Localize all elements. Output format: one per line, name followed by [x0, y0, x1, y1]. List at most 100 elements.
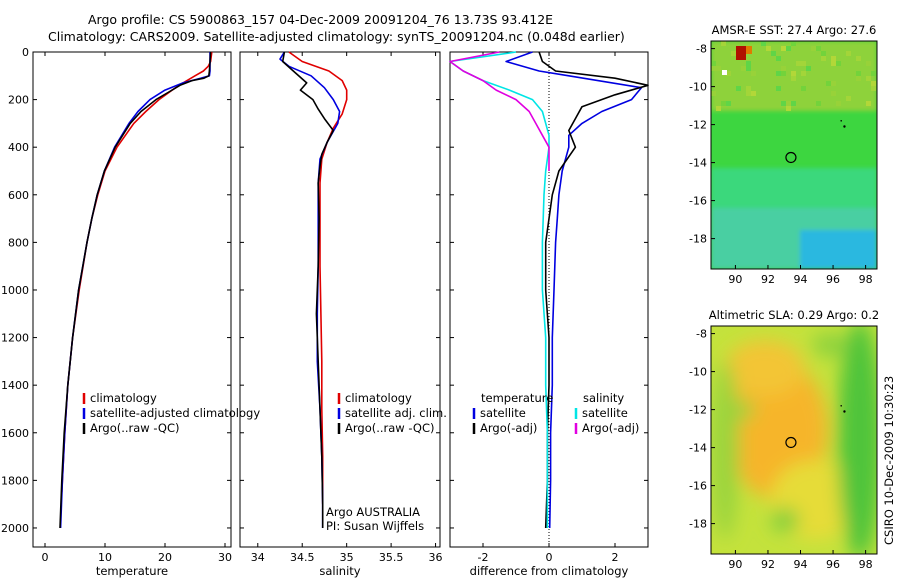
sst-pixel [821, 51, 826, 56]
sla_map-x-tick-label: 94 [794, 558, 808, 571]
sst-pixel [831, 61, 836, 66]
temperature-plot-frame [32, 51, 232, 548]
sst-pixel [866, 101, 871, 106]
salinity-annotation: Argo AUSTRALIA [326, 505, 420, 519]
sla_map-frame [710, 325, 878, 555]
sst-pixel [766, 46, 771, 51]
difference-x-tick-label: 0 [546, 551, 553, 564]
sst-pixel [771, 51, 776, 56]
salinity-x-tick-label: 34 [251, 551, 265, 564]
difference-legend-item: satellite [582, 406, 628, 420]
sst-pixel [721, 101, 726, 106]
difference-series-temperature-argo-adj [538, 51, 649, 529]
sst-missing-pixel [722, 70, 727, 75]
sst-map-panel: AMSR-E SST: 27.4 Argo: 27.6 90 92 94 96 98 -8 -… [689, 23, 878, 286]
depth-y-tick-label: 1200 [1, 332, 29, 345]
sla-green-west [711, 360, 739, 540]
sst-pixel [741, 66, 746, 71]
salinity-x-tick-label: 34.5 [290, 551, 315, 564]
salinity-series-satellite-adj-clim [279, 51, 341, 528]
sst-pixel [776, 71, 781, 76]
sst-pixel [831, 91, 836, 96]
sla_map-title: Altimetric SLA: 0.29 Argo: 0.2 [709, 308, 879, 322]
sst-pixel [751, 71, 756, 76]
sst-pixel [856, 56, 861, 61]
temperature-x-tick-label: 20 [158, 551, 172, 564]
sla_map-y-tick-label: -16 [689, 480, 707, 493]
depth-y-tick-label: 2000 [1, 522, 29, 535]
depth-y-tick-label: 600 [8, 189, 29, 202]
sst-mid-band [711, 168, 877, 208]
sst-pixel [776, 86, 781, 91]
sst-pixel [846, 51, 851, 56]
sst-orange-pixel [746, 46, 752, 54]
sst-pixel [736, 86, 741, 91]
sst-pixel [836, 61, 841, 66]
sla_map-y-tick-label: -10 [689, 366, 707, 379]
sst_map-y-tick-label: -18 [689, 233, 707, 246]
sst-pixel [791, 41, 796, 46]
sst_map-y-tick-label: -14 [689, 157, 707, 170]
depth-y-tick-label: 1000 [1, 284, 29, 297]
difference-legend-heading-temperature: temperature [481, 391, 553, 405]
depth-y-tick-label: 0 [22, 46, 29, 59]
sla-orange-blob-north [725, 340, 805, 396]
sla_map-track-point [843, 410, 846, 413]
temperature-x-tick-label: 30 [218, 551, 232, 564]
header-line-1: Argo profile: CS 5900863_157 04-Dec-2009… [88, 12, 553, 27]
temperature-x-axis-label: temperature [96, 564, 168, 578]
sst-pixel [786, 101, 791, 106]
sla_map-x-tick-label: 98 [859, 558, 873, 571]
sst-pixel [761, 41, 766, 46]
sst-pixel [746, 91, 751, 96]
sst-pixel [801, 71, 806, 76]
sst-pixel [751, 91, 756, 96]
sst-pixel [871, 81, 876, 86]
depth-y-tick-label: 800 [8, 236, 29, 249]
depth-y-tick-label: 400 [8, 141, 29, 154]
sst-pixel [726, 71, 731, 76]
sla_map-track-point [840, 405, 842, 407]
sst-pixel [786, 106, 791, 111]
sst_map-argo-marker [785, 151, 797, 164]
difference-x-axis-label: difference from climatology [470, 564, 629, 578]
sst-pixel [826, 81, 831, 86]
sst-cold-corner [800, 230, 877, 269]
sst-pixel [781, 66, 786, 71]
sst-pixel [791, 101, 796, 106]
depth-y-tick-label: 1400 [1, 379, 29, 392]
sst-pixel [776, 56, 781, 61]
sla-green-east [838, 326, 877, 554]
difference-legend-item: satellite [480, 406, 526, 420]
sst_map-y-tick-label: -16 [689, 195, 707, 208]
temperature-profile-panel: 0 10 20 30 0 200 400 600 800 1000 1200 1400 1600 1800… [1, 46, 260, 578]
sst-pixel [711, 61, 716, 66]
salinity-legend-item: satellite adj. clim. [345, 406, 447, 420]
sst-pixel [716, 106, 721, 111]
sla_map-y-tick-label: -12 [689, 404, 707, 417]
sst-pixel [711, 91, 716, 96]
sst-pixel [831, 81, 836, 86]
sst-pixel [816, 101, 821, 106]
difference-series-temperature-satellite [505, 51, 643, 529]
difference-series-salinity-argo-adj [449, 51, 550, 171]
sla_map-y-tick-label: -18 [689, 518, 707, 531]
sst-pixel [711, 66, 716, 71]
difference-x-tick-label: 2 [612, 551, 619, 564]
sst-pixel [801, 86, 806, 91]
sst_map-x-tick-label: 96 [826, 273, 840, 286]
temperature-legend-item: climatology [90, 391, 157, 405]
sst-pixel [821, 56, 826, 61]
salinity-plot-frame [239, 51, 441, 548]
sst-pixel [721, 41, 726, 46]
temperature-series-satellite-adjusted-climatology [59, 52, 211, 529]
salinity-series-climatology [288, 51, 348, 505]
temperature-series-argo-raw-qc [59, 51, 212, 529]
sla_map-y-tick-label: -8 [696, 328, 707, 341]
sst-pixel [796, 61, 801, 66]
sst_map-x-tick-label: 98 [859, 273, 873, 286]
sst-pixel [781, 101, 786, 106]
sla-green-spot [771, 508, 799, 532]
sst-pixel [786, 46, 791, 51]
side-timestamp-label: CSIRO 10-Dec-2009 10:30:23 [882, 376, 896, 545]
